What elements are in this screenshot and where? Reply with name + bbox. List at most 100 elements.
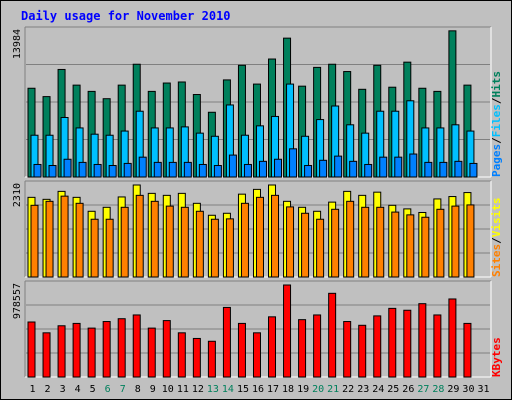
bar-kbytes-day-29	[448, 298, 457, 378]
legend-separator: /	[490, 97, 503, 104]
chart-title: Daily usage for November 2010	[21, 9, 231, 23]
bar-kbytes-day-1	[27, 321, 36, 378]
bar-sites-day-1	[30, 204, 39, 278]
bar-sites-day-3	[60, 195, 69, 278]
bar-pages-day-17	[274, 158, 283, 178]
bar-kbytes-day-19	[298, 319, 307, 378]
bar-kbytes-day-4	[72, 322, 81, 378]
bar-pages-day-22	[349, 160, 358, 178]
bar-pages-day-10	[168, 161, 177, 178]
bar-kbytes-day-5	[87, 327, 96, 378]
bar-kbytes-day-20	[313, 314, 322, 378]
bar-pages-day-3	[63, 158, 72, 178]
bar-pages-day-21	[334, 155, 343, 178]
x-tick-label-day-26: 26	[402, 384, 414, 395]
bar-sites-day-24	[376, 206, 385, 278]
bar-kbytes-day-10	[162, 320, 171, 378]
x-tick-label-day-25: 25	[387, 384, 399, 395]
bar-kbytes-day-18	[283, 284, 292, 378]
x-tick-label-day-23: 23	[357, 384, 369, 395]
x-tick-label-day-12: 12	[192, 384, 204, 395]
bar-kbytes-day-16	[252, 332, 261, 378]
bar-pages-day-7	[123, 162, 132, 178]
bar-pages-day-9	[153, 161, 162, 178]
bar-kbytes-day-13	[207, 340, 216, 378]
legend-item-sites: Sites	[490, 244, 503, 277]
bar-pages-day-1	[33, 163, 42, 178]
x-tick-label-day-21: 21	[327, 384, 339, 395]
bar-pages-day-14	[228, 154, 237, 178]
bar-pages-day-25	[394, 156, 403, 178]
x-tick-label-day-1: 1	[30, 384, 36, 395]
bar-kbytes-day-21	[328, 292, 337, 378]
bar-pages-day-12	[198, 163, 207, 178]
bar-pages-day-26	[409, 153, 418, 178]
bar-kbytes-day-14	[222, 306, 231, 378]
bar-sites-day-18	[286, 206, 295, 278]
legend-item-files: Files	[490, 104, 503, 137]
bar-pages-day-5	[93, 163, 102, 178]
bar-pages-day-8	[138, 156, 147, 178]
bar-pages-day-28	[439, 161, 448, 178]
x-tick-label-day-14: 14	[222, 384, 234, 395]
bar-pages-day-18	[289, 148, 298, 178]
bar-kbytes-day-28	[433, 314, 442, 378]
x-tick-label-day-15: 15	[237, 384, 249, 395]
bar-kbytes-day-8	[132, 314, 141, 378]
y-max-label-sites-visits: 2310	[12, 183, 23, 207]
legend-separator: /	[490, 137, 503, 144]
x-tick-label-day-3: 3	[60, 384, 66, 395]
bar-kbytes-day-17	[268, 316, 277, 378]
bar-kbytes-day-26	[403, 309, 412, 378]
bar-sites-day-21	[331, 208, 340, 278]
bar-sites-day-15	[240, 202, 249, 278]
bar-kbytes-day-25	[388, 307, 397, 378]
bar-sites-day-6	[105, 218, 114, 278]
legend-kbytes: KBytes	[490, 337, 503, 377]
x-tick-label-day-11: 11	[177, 384, 189, 395]
x-tick-label-day-19: 19	[297, 384, 309, 395]
bar-sites-day-7	[120, 206, 129, 278]
bar-pages-day-6	[108, 165, 117, 178]
bar-sites-day-20	[316, 218, 325, 278]
bar-sites-day-22	[346, 200, 355, 278]
bar-kbytes-day-12	[192, 337, 201, 378]
x-tick-label-day-6: 6	[105, 384, 111, 395]
x-tick-label-day-7: 7	[120, 384, 126, 395]
bar-sites-day-17	[271, 194, 280, 278]
bar-kbytes-day-27	[418, 303, 427, 378]
legend-item-visits: Visits	[490, 198, 503, 238]
x-tick-label-day-28: 28	[432, 384, 444, 395]
bar-sites-day-29	[451, 205, 460, 278]
x-tick-label-day-9: 9	[150, 384, 156, 395]
bar-pages-day-24	[379, 156, 388, 178]
bar-sites-day-27	[421, 216, 430, 278]
bar-sites-day-12	[195, 210, 204, 278]
bar-pages-day-2	[48, 165, 57, 178]
bar-pages-day-16	[258, 160, 267, 178]
bar-pages-day-15	[243, 163, 252, 178]
x-tick-label-day-22: 22	[342, 384, 354, 395]
bar-kbytes-day-3	[57, 325, 66, 378]
bar-sites-day-28	[436, 208, 445, 278]
bar-sites-day-26	[406, 214, 415, 278]
bar-sites-day-30	[466, 204, 475, 278]
bar-kbytes-day-24	[373, 315, 382, 378]
bar-pages-day-19	[304, 165, 313, 178]
x-tick-label-day-4: 4	[75, 384, 81, 395]
y-max-label-kbytes: 978557	[12, 283, 23, 319]
bar-sites-day-25	[391, 211, 400, 278]
x-tick-label-day-30: 30	[462, 384, 474, 395]
bar-sites-day-2	[45, 200, 54, 278]
x-tick-label-day-18: 18	[282, 384, 294, 395]
bar-kbytes-day-15	[237, 322, 246, 378]
bar-sites-day-4	[75, 202, 84, 278]
bar-kbytes-day-23	[358, 324, 367, 378]
bar-pages-day-30	[469, 162, 478, 178]
x-tick-label-day-13: 13	[207, 384, 219, 395]
bar-sites-day-5	[90, 218, 99, 278]
x-tick-label-day-24: 24	[372, 384, 384, 395]
x-tick-label-day-20: 20	[312, 384, 324, 395]
